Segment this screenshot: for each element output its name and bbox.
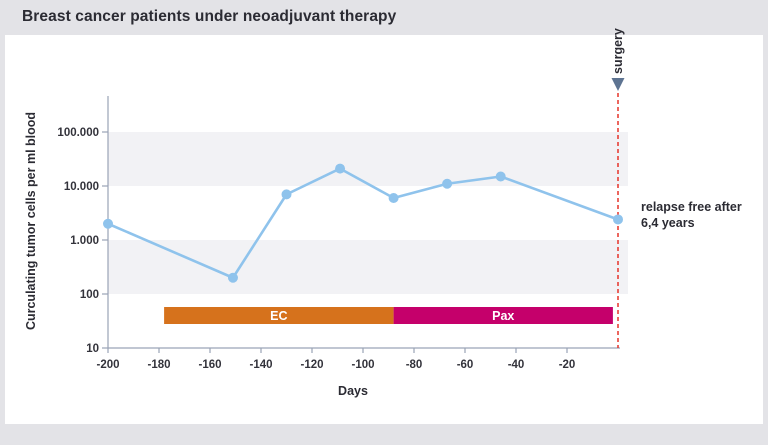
x-tick-label: -60 xyxy=(457,359,474,371)
page-title: Breast cancer patients under neoadjuvant… xyxy=(22,8,397,25)
x-tick-label: -180 xyxy=(147,359,170,371)
ctc-series-line xyxy=(106,167,620,280)
data-point xyxy=(388,192,399,203)
y-tick-label: 100.000 xyxy=(57,127,99,139)
y-tick-label: 100 xyxy=(80,289,99,301)
data-point xyxy=(227,272,238,283)
treatment-bar-pax xyxy=(393,307,613,324)
x-tick-label: -120 xyxy=(300,359,323,371)
data-point xyxy=(442,178,453,189)
surgery-label: surgery xyxy=(611,28,625,74)
y-tick-label: 10 xyxy=(86,343,99,355)
log-decade-band xyxy=(108,132,628,186)
x-tick-label: -160 xyxy=(198,359,221,371)
x-tick-label: -140 xyxy=(249,359,272,371)
log-decade-band xyxy=(108,240,628,294)
data-point xyxy=(495,171,506,182)
data-point xyxy=(103,218,113,229)
treatment-label-ec: EC xyxy=(270,309,287,323)
x-tick-label: -200 xyxy=(96,359,119,371)
treatment-bar-ec xyxy=(164,307,394,324)
surgery-arrow-icon xyxy=(611,78,625,91)
treatment-label-pax: Pax xyxy=(492,309,514,323)
x-tick-label: -80 xyxy=(406,359,423,371)
x-tick-label: -20 xyxy=(559,359,576,371)
x-tick-label: -100 xyxy=(351,359,374,371)
y-tick-label: 1.000 xyxy=(70,235,99,247)
data-point xyxy=(335,163,346,174)
data-point xyxy=(281,189,292,200)
title-bar: Breast cancer patients under neoadjuvant… xyxy=(0,0,768,35)
x-tick-label: -40 xyxy=(508,359,525,371)
x-axis-title: Days xyxy=(338,384,368,398)
data-point xyxy=(613,214,623,225)
y-tick-label: 10.000 xyxy=(64,181,99,193)
chart-panel xyxy=(5,35,763,424)
relapse-annotation: relapse free after 6,4 years xyxy=(641,200,742,231)
